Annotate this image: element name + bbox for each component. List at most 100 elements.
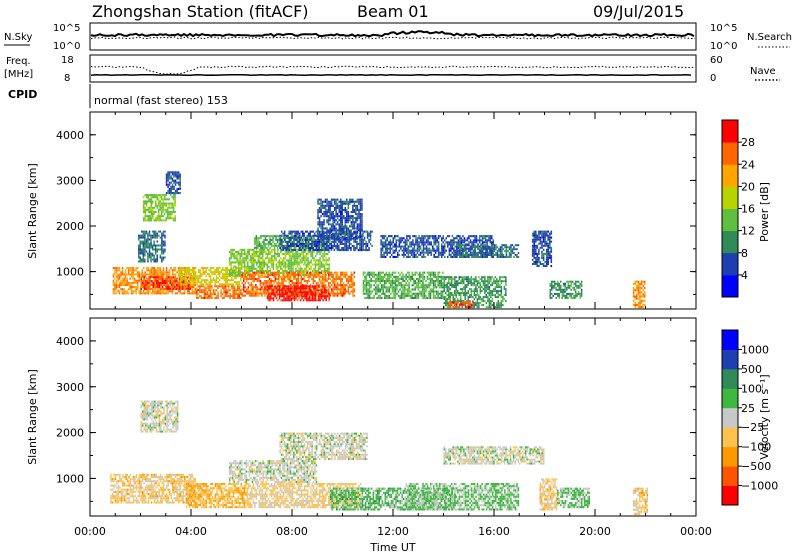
- power-echo-cell: [370, 286, 372, 289]
- power-echo-cell: [471, 252, 473, 255]
- power-echo-cell: [298, 255, 300, 258]
- power-echo-cell: [323, 284, 325, 287]
- power-echo-cell: [416, 255, 419, 258]
- power-echo-cell: [490, 254, 493, 256]
- power-echo-cell: [150, 273, 153, 276]
- power-echo-cell: [332, 290, 334, 293]
- power-echo-cell: [483, 241, 485, 244]
- power-echo-cell: [427, 239, 429, 242]
- power-echo-cell: [295, 261, 297, 264]
- power-echo-cell: [123, 290, 125, 293]
- power-echo-cell: [280, 299, 282, 302]
- power-echo-cell: [212, 279, 215, 282]
- power-echo-cell: [261, 288, 263, 291]
- power-echo-cell: [296, 232, 298, 235]
- power-echo-cell: [265, 290, 268, 293]
- power-echo-cell: [293, 282, 295, 285]
- power-echo-cell: [155, 285, 158, 288]
- power-echo-cell: [290, 287, 293, 290]
- power-echo-cell: [295, 259, 297, 262]
- power-echo-cell: [416, 245, 419, 248]
- power-echo-cell: [244, 282, 246, 285]
- power-echo-cell: [185, 275, 188, 278]
- power-echo-cell: [269, 250, 272, 253]
- power-echo-cell: [240, 259, 243, 262]
- power-echo-cell: [353, 282, 356, 285]
- power-echo-cell: [200, 279, 203, 282]
- power-echo-cell: [359, 247, 361, 250]
- power-echo-cell: [309, 247, 311, 250]
- power-echo-cell: [313, 293, 315, 296]
- power-echo-cell: [139, 242, 141, 245]
- power-echo-cell: [433, 241, 435, 244]
- power-echo-cell: [281, 269, 284, 272]
- power-echo-cell: [270, 282, 272, 285]
- power-echo-cell: [359, 240, 361, 243]
- power-echo-cell: [191, 290, 193, 293]
- power-echo-cell: [460, 237, 463, 240]
- power-echo-cell: [205, 293, 207, 296]
- power-echo-cell: [291, 249, 293, 252]
- power-echo-cell: [299, 253, 302, 256]
- power-echo-cell: [237, 269, 240, 272]
- power-echo-cell: [299, 294, 301, 297]
- power-echo-cell: [117, 286, 119, 289]
- power-echo-cell: [194, 275, 197, 278]
- power-echo-cell: [313, 267, 315, 270]
- power-echo-cell: [426, 284, 429, 287]
- power-echo-cell: [149, 276, 152, 279]
- power-echo-cell: [341, 249, 343, 252]
- power-echo-cell: [194, 288, 196, 291]
- power-echo-cell: [391, 273, 394, 276]
- power-echo-cell: [174, 267, 177, 270]
- power-echo-cell: [208, 283, 210, 286]
- power-echo-cell: [423, 290, 426, 293]
- power-echo-cell: [317, 273, 319, 276]
- power-echo-cell: [306, 234, 308, 237]
- power-echo-cell: [247, 255, 249, 258]
- power-echo-cell: [425, 247, 428, 250]
- power-echo-cell: [322, 253, 324, 256]
- power-echo-cell: [477, 239, 479, 242]
- power-echo-cell: [247, 267, 249, 270]
- power-echo-cell: [147, 240, 149, 243]
- power-echo-cell: [211, 279, 213, 282]
- power-echo-cell: [249, 271, 251, 274]
- power-echo-cell: [433, 249, 435, 252]
- power-echo-cell: [229, 293, 231, 296]
- power-echo-cell: [289, 295, 291, 298]
- power-echo-cell: [320, 263, 323, 266]
- power-echo-cell: [324, 284, 327, 287]
- power-echo-cell: [229, 289, 231, 292]
- power-echo-cell: [451, 284, 453, 287]
- power-echo-cell: [366, 244, 369, 247]
- power-echo-cell: [147, 260, 149, 263]
- power-echo-cell: [164, 242, 166, 245]
- power-echo-cell: [362, 230, 364, 233]
- power-echo-cell: [197, 293, 200, 296]
- power-echo-cell: [349, 284, 351, 287]
- power-echo-cell: [365, 288, 368, 291]
- power-echo-cell: [200, 275, 203, 278]
- power-echo-cell: [275, 235, 277, 238]
- power-echo-cell: [317, 295, 320, 298]
- power-echo-cell: [279, 244, 282, 247]
- power-echo-cell: [489, 241, 491, 244]
- power-echo-cell: [301, 250, 303, 253]
- power-echo-cell: [418, 241, 420, 244]
- power-echo-cell: [220, 269, 222, 272]
- power-echo-cell: [171, 271, 174, 274]
- power-echo-cell: [298, 242, 300, 245]
- power-echo-cell: [246, 275, 248, 278]
- power-echo-cell: [284, 299, 287, 302]
- power-echo-cell: [468, 244, 470, 247]
- power-echo-cell: [390, 284, 392, 287]
- power-echo-cell: [171, 269, 174, 272]
- power-echo-cell: [261, 246, 264, 249]
- power-echo-cell: [252, 294, 254, 297]
- power-echo-cell: [289, 255, 291, 258]
- power-echo-cell: [286, 253, 288, 256]
- power-echo-cell: [386, 247, 388, 250]
- power-echo-cell: [416, 243, 419, 246]
- power-echo-cell: [150, 267, 153, 270]
